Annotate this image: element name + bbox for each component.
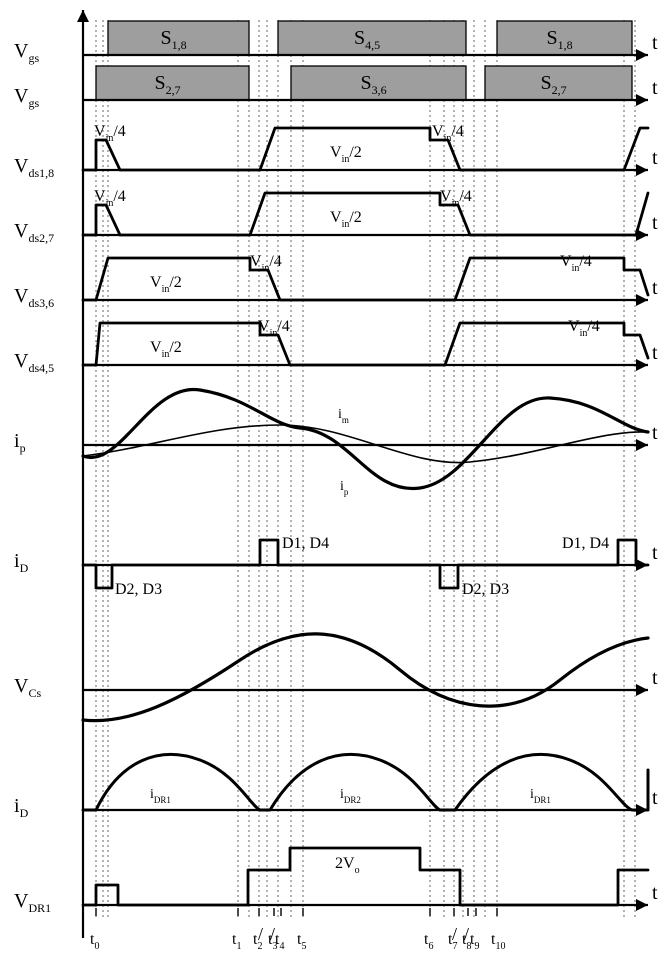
svg-text:D1, D4: D1, D4 [562, 535, 609, 552]
svg-text:t: t [652, 277, 658, 299]
svg-text:D2, D3: D2, D3 [462, 581, 509, 598]
svg-text:t: t [652, 77, 658, 99]
svg-text:t: t [652, 147, 658, 169]
svg-text:t: t [652, 542, 658, 564]
svg-text:t: t [652, 787, 658, 809]
svg-text:D1, D4: D1, D4 [282, 535, 329, 552]
svg-text:/: / [464, 924, 469, 944]
svg-text:/: / [452, 924, 457, 944]
svg-text:t: t [652, 212, 658, 234]
svg-text:/: / [270, 924, 275, 944]
svg-text:t: t [652, 342, 658, 364]
svg-text:D2, D3: D2, D3 [115, 581, 162, 598]
svg-text:/: / [258, 924, 263, 944]
svg-text:t: t [652, 667, 658, 689]
svg-text:t: t [652, 882, 658, 904]
svg-text:t: t [652, 422, 658, 444]
svg-text:t: t [652, 32, 658, 54]
